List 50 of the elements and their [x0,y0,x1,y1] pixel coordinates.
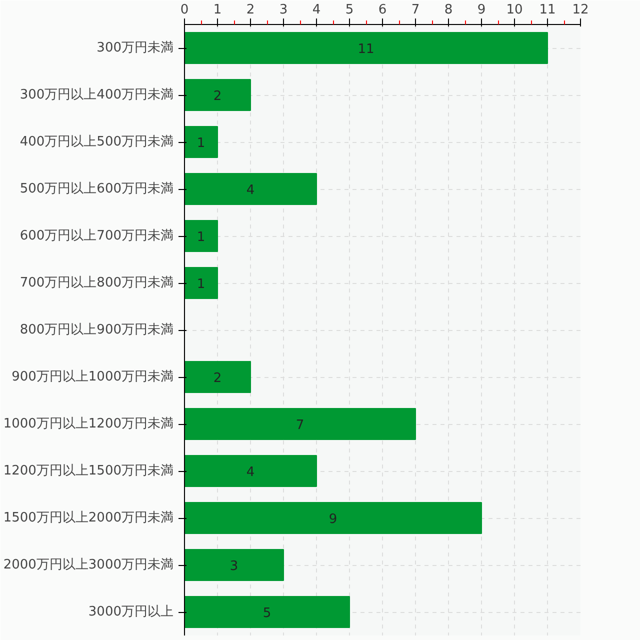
y-tick-label: 3000万円以上 [88,604,174,620]
bar [184,596,350,628]
y-tick-label: 400万円以上500万円未満 [20,134,174,150]
bar [184,266,218,300]
data-label: 5 [262,606,272,621]
data-label: 1 [196,230,206,245]
x-tick-label: 0 [180,2,189,18]
x-tick-label: 11 [539,2,556,18]
bar [184,408,416,440]
x-tick-label: 2 [246,2,255,18]
x-tick-label: 5 [345,2,354,18]
bar [184,126,218,158]
bar [184,32,548,64]
x-tick-label: 8 [444,2,453,18]
bar [184,220,218,252]
y-tick-label: 300万円以上400万円未満 [20,88,174,102]
y-tick-label: 300万円未満 [96,40,174,56]
y-tick-label: 600万円以上700万円未満 [20,228,174,244]
data-label: 3 [230,559,238,574]
data-label: 1 [196,277,206,292]
bar [184,78,251,112]
data-label: 2 [213,89,222,104]
data-label: 2 [213,371,222,386]
x-tick-label: 4 [312,2,321,18]
y-tick-label: 800万円以上900万円未満 [20,322,174,338]
data-label: 9 [328,512,338,527]
x-tick-label: 7 [411,2,420,18]
y-tick-label: 700万円以上800万円未満 [20,276,174,290]
bar [184,548,284,582]
bar [184,360,251,394]
data-label: 4 [246,465,255,480]
y-tick-label: 1000万円以上1200万円未満 [3,416,174,432]
x-tick-label: 6 [378,2,387,18]
y-tick-label: 1500万円以上2000万円未満 [3,510,174,526]
bar [184,502,482,534]
data-label: 7 [296,418,304,433]
data-label: 1 [196,136,206,151]
x-tick-label: 1 [213,2,222,18]
bar [184,172,317,206]
x-tick-label: 10 [506,2,523,18]
y-tick-label: 500万円以上600万円未満 [20,182,174,196]
data-label: 4 [246,183,255,198]
bar [184,454,317,488]
y-tick-label: 1200万円以上1500万円未満 [3,464,174,478]
x-tick-label: 3 [279,2,288,18]
x-tick-label: 9 [477,2,486,18]
data-label: 11 [358,42,374,57]
x-tick-label: 12 [572,2,589,18]
y-tick-label: 900万円以上1000万円未満 [12,370,174,384]
y-tick-label: 2000万円以上3000万円未満 [3,558,174,572]
